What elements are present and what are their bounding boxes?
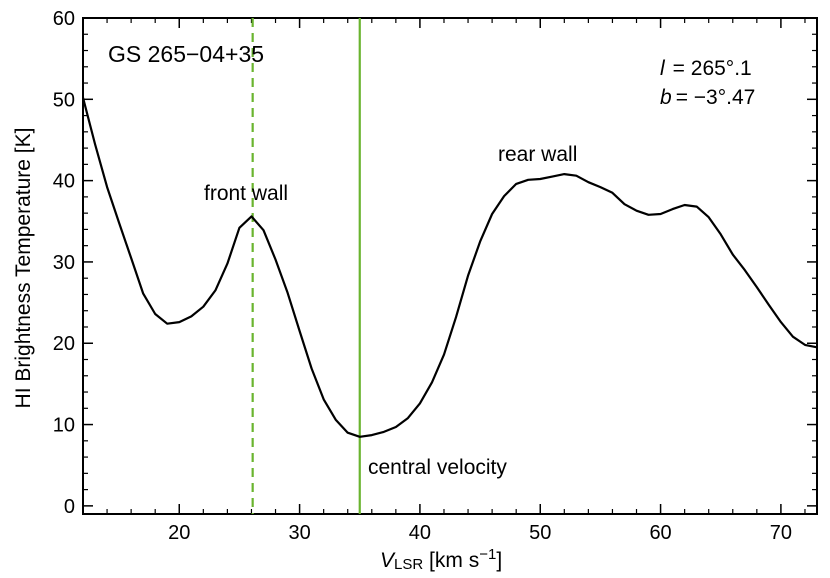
y-tick-label-10: 10 — [53, 415, 75, 437]
series-line-hi-profile — [81, 97, 818, 438]
x-tick-label-40: 40 — [409, 522, 431, 544]
x-tick-label-50: 50 — [529, 522, 551, 544]
axis-ticks: 20 30 40 50 60 70 0 10 20 30 40 50 60 — [53, 8, 817, 544]
coord-l: l = 265°.1 — [660, 57, 752, 80]
x-tick-label-70: 70 — [770, 522, 792, 544]
y-tick-label-20: 20 — [53, 333, 75, 355]
y-tick-label-30: 30 — [53, 252, 75, 274]
annotation-front-wall: front wall — [204, 182, 288, 205]
x-axis-label: VLSR [km s−1] — [380, 546, 502, 573]
annotation-central-velocity: central velocity — [368, 456, 507, 479]
x-tick-label-20: 20 — [168, 522, 190, 544]
annotation-rear-wall: rear wall — [498, 143, 577, 166]
y-tick-label-50: 50 — [53, 89, 75, 111]
x-tick-label-60: 60 — [649, 522, 671, 544]
y-tick-label-40: 40 — [53, 171, 75, 193]
y-tick-label-60: 60 — [53, 8, 75, 30]
y-axis-label: HI Brightness Temperature [K] — [12, 128, 35, 409]
chart-title: GS 265−04+35 — [108, 41, 264, 67]
velocity-markers — [251, 18, 361, 514]
x-tick-label-30: 30 — [288, 522, 310, 544]
y-tick-label-0: 0 — [64, 496, 75, 518]
coord-b: b = −3°.47 — [660, 86, 755, 109]
plot-frame — [82, 17, 818, 515]
